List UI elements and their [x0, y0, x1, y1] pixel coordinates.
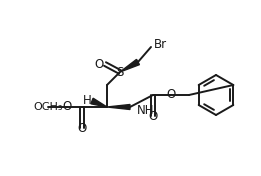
Text: O: O	[77, 121, 87, 134]
Polygon shape	[120, 59, 139, 72]
Text: H: H	[83, 95, 91, 108]
Polygon shape	[91, 98, 107, 107]
Text: OCH₃: OCH₃	[33, 102, 63, 112]
Polygon shape	[107, 105, 130, 109]
Text: NH: NH	[137, 103, 155, 117]
Text: O: O	[166, 89, 176, 102]
Text: Br: Br	[154, 39, 167, 52]
Text: O: O	[62, 100, 72, 114]
Text: S: S	[116, 65, 124, 78]
Text: O: O	[148, 109, 158, 122]
Text: O: O	[94, 58, 104, 71]
